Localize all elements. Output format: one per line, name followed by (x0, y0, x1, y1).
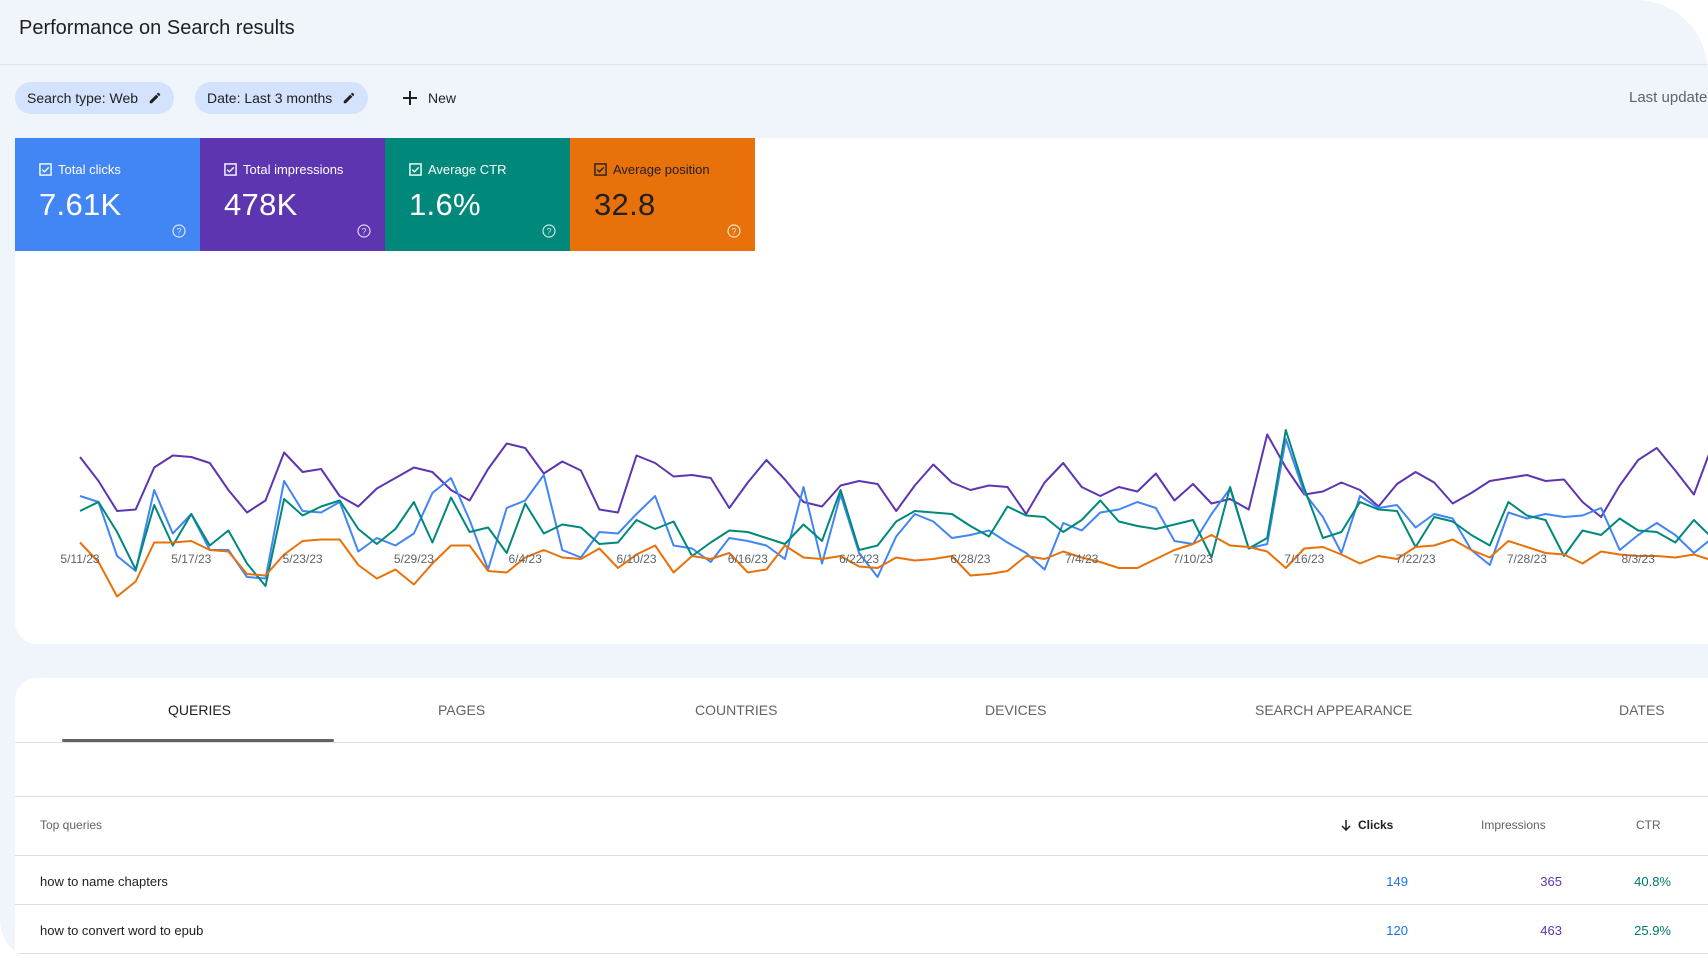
table-divider (15, 796, 1708, 797)
metric-value: 478K (224, 187, 298, 222)
x-tick-label: 5/17/23 (171, 552, 211, 566)
column-header-impressions[interactable]: Impressions (1481, 818, 1546, 832)
help-icon[interactable]: ? (172, 224, 186, 238)
metric-value: 7.61K (39, 187, 122, 222)
x-tick-label: 7/22/23 (1396, 552, 1436, 566)
metric-value: 1.6% (409, 187, 481, 222)
edit-pencil-icon (344, 92, 355, 104)
tab-devices[interactable]: DEVICES (985, 702, 1047, 718)
search-type-label: Search type: Web (27, 90, 139, 106)
x-tick-label: 7/16/23 (1284, 552, 1324, 566)
column-header-top-queries[interactable]: Top queries (40, 818, 103, 832)
metric-label: Average CTR (428, 162, 507, 177)
help-icon[interactable]: ? (727, 224, 741, 238)
clicks-cell: 120 (1386, 923, 1408, 938)
impressions-cell: 463 (1540, 923, 1562, 938)
active-tab-indicator (62, 739, 334, 742)
tab-pages[interactable]: PAGES (438, 702, 486, 718)
tab-search-appearance[interactable]: SEARCH APPEARANCE (1255, 702, 1413, 718)
checkbox-checked-icon[interactable] (594, 163, 607, 176)
performance-chart-card: Total clicks 7.61K ? Total impressions 4… (15, 138, 1708, 644)
clicks-cell: 149 (1386, 874, 1408, 889)
ctr-cell: 40.8% (1634, 874, 1671, 889)
metric-total-clicks[interactable]: Total clicks 7.61K ? (15, 138, 200, 251)
last-update-text: Last update (1629, 89, 1708, 106)
row-divider (15, 904, 1708, 905)
series-line-1 (79, 433, 1708, 518)
ctr-cell: 25.9% (1634, 923, 1671, 938)
x-tick-label: 6/28/23 (950, 552, 990, 566)
plus-icon (403, 91, 417, 105)
svg-text:?: ? (731, 226, 736, 236)
column-header-clicks[interactable]: Clicks (1340, 818, 1393, 832)
x-tick-label: 5/29/23 (394, 552, 434, 566)
metric-value: 32.8 (594, 187, 656, 222)
series-line-3 (79, 429, 1708, 587)
help-icon[interactable]: ? (357, 224, 371, 238)
tab-countries[interactable]: COUNTRIES (695, 702, 778, 718)
x-tick-label: 6/4/23 (509, 552, 543, 566)
checkbox-checked-icon[interactable] (39, 163, 52, 176)
search-type-filter-chip[interactable]: Search type: Web (15, 82, 175, 114)
new-filter-button[interactable]: New (402, 82, 456, 114)
date-filter-chip[interactable]: Date: Last 3 months (195, 82, 369, 114)
x-tick-label: 6/22/23 (839, 552, 879, 566)
svg-text:?: ? (546, 226, 551, 236)
query-cell[interactable]: how to name chapters (40, 874, 168, 889)
metric-total-impressions[interactable]: Total impressions 478K ? (200, 138, 385, 251)
title-divider (0, 64, 1708, 65)
metric-average-position[interactable]: Average position 32.8 ? (570, 138, 755, 251)
impressions-cell: 365 (1540, 874, 1562, 889)
help-icon[interactable]: ? (542, 224, 556, 238)
metric-label: Average position (613, 162, 710, 177)
performance-line-chart[interactable]: 5/11/23 5/17/23 5/23/23 5/29/23 6/4/23 6/10/2… (15, 138, 1708, 644)
x-tick-label: 6/16/23 (728, 552, 768, 566)
tab-dates[interactable]: DATES (1619, 702, 1665, 718)
column-header-ctr[interactable]: CTR (1636, 818, 1661, 832)
page-title: Performance on Search results (19, 17, 295, 39)
sort-down-arrow-icon (1341, 820, 1351, 831)
new-filter-label: New (428, 90, 457, 106)
x-tick-label: 5/11/23 (60, 552, 99, 566)
metric-average-ctr[interactable]: Average CTR 1.6% ? (385, 138, 570, 251)
row-divider (15, 953, 1708, 954)
row-divider (15, 855, 1708, 856)
date-filter-label: Date: Last 3 months (207, 90, 333, 106)
x-tick-label: 7/4/23 (1065, 552, 1099, 566)
x-tick-label: 6/10/23 (616, 552, 656, 566)
tab-queries[interactable]: QUERIES (168, 702, 232, 718)
query-cell[interactable]: how to convert word to epub (40, 923, 204, 938)
x-tick-label: 7/28/23 (1507, 552, 1547, 566)
svg-text:?: ? (361, 226, 366, 236)
svg-text:?: ? (176, 226, 181, 236)
x-tick-label: 5/23/23 (283, 552, 323, 566)
dimension-table-card: QUERIES PAGES COUNTRIES DEVICES SEARCH A… (15, 678, 1708, 960)
checkbox-checked-icon[interactable] (409, 163, 422, 176)
checkbox-checked-icon[interactable] (224, 163, 237, 176)
metric-label: Total impressions (243, 162, 344, 177)
x-tick-label: 7/10/23 (1173, 552, 1213, 566)
clicks-header-label: Clicks (1358, 818, 1394, 832)
metric-label: Total clicks (58, 162, 121, 177)
edit-pencil-icon (149, 92, 161, 104)
x-tick-label: 8/3/23 (1622, 552, 1656, 566)
series-line-4 (79, 534, 1708, 598)
tabs-divider (15, 742, 1708, 743)
